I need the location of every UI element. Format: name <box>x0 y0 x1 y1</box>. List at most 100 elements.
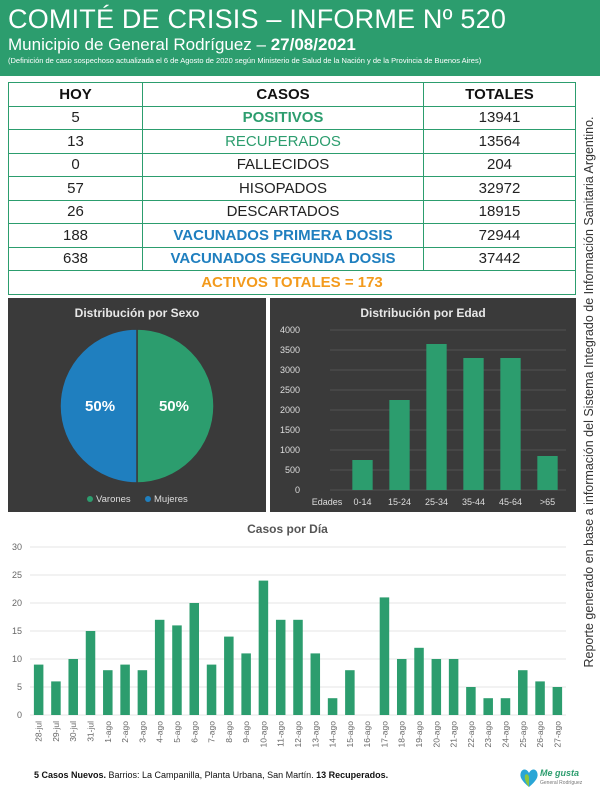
header-totales: TOTALES <box>423 82 576 107</box>
heart-logo-icon <box>520 769 538 787</box>
daily-bar-26 <box>483 698 493 715</box>
daily-xtick: 14-ago <box>328 721 338 748</box>
table-header-row: HOY CASOS TOTALES <box>8 82 576 107</box>
daily-bar-12 <box>241 653 251 715</box>
daily-xtick: 23-ago <box>483 721 493 748</box>
caso-positivos: POSITIVOS <box>142 105 424 130</box>
municipality-logo: Me gusta General Rodríguez <box>518 766 582 792</box>
age-ytick: 3000 <box>280 365 300 375</box>
caso-vacunados-segunda: VACUNADOS SEGUNDA DOSIS <box>142 246 424 271</box>
total-positivos: 13941 <box>423 105 576 130</box>
table-row-activos: ACTIVOS TOTALES = 173 <box>8 270 576 295</box>
hoy-hisopados: 57 <box>8 176 143 201</box>
daily-xtick: 3-ago <box>137 721 147 743</box>
daily-xtick: 9-ago <box>241 721 251 743</box>
daily-bar-5 <box>120 664 130 715</box>
age-chart-title: Distribución por Edad <box>360 306 486 320</box>
footer-summary: 5 Casos Nuevos. Barrios: La Campanilla, … <box>34 770 388 780</box>
total-hisopados: 32972 <box>423 176 576 201</box>
age-bar-2 <box>426 344 447 490</box>
table-row: 5 POSITIVOS 13941 <box>8 105 576 130</box>
footer-neighborhoods: Barrios: La Campanilla, Planta Urbana, S… <box>106 770 317 780</box>
caso-descartados: DESCARTADOS <box>142 199 424 224</box>
age-bar-3 <box>463 358 484 490</box>
age-xtick: 0-14 <box>353 497 371 507</box>
legend-swatch-mujeres <box>145 496 151 502</box>
daily-xtick: 13-ago <box>310 721 320 748</box>
report-header: COMITÉ DE CRISIS – INFORME Nº 520 Munici… <box>0 0 600 76</box>
age-ytick: 0 <box>295 485 300 495</box>
daily-xtick: 8-ago <box>224 721 234 743</box>
report-date: 27/08/2021 <box>270 35 356 54</box>
daily-chart-panel: Casos por Día 0 5 10 15 20 25 30 28-jul 29-jul 30… <box>0 518 575 768</box>
hoy-recuperados: 13 <box>8 129 143 154</box>
daily-xtick: 17-ago <box>379 721 389 748</box>
caso-hisopados: HISOPADOS <box>142 176 424 201</box>
daily-bar-3 <box>85 631 96 715</box>
footer-recovered: 13 Recuperados. <box>316 770 389 780</box>
pie-label-mujeres: 50% <box>85 398 115 415</box>
legend-swatch-varones <box>87 496 93 502</box>
daily-xtick: 4-ago <box>155 721 165 743</box>
daily-ytick: 30 <box>12 542 22 552</box>
table-row: 0 FALLECIDOS 204 <box>8 152 576 177</box>
report-subtitle: Municipio de General Rodríguez – 27/08/2… <box>8 34 592 56</box>
age-xtick: 35-44 <box>462 497 485 507</box>
daily-bar-11 <box>224 636 234 715</box>
hoy-fallecidos: 0 <box>8 152 143 177</box>
daily-chart-title: Casos por Día <box>247 522 328 536</box>
daily-bar-0 <box>33 664 44 715</box>
daily-ytick: 25 <box>12 570 22 580</box>
hoy-vacunados-primera: 188 <box>8 223 143 248</box>
definition-note: (Definición de caso sospechoso actualiza… <box>8 56 482 65</box>
total-fallecidos: 204 <box>423 152 576 177</box>
daily-bar-10 <box>206 664 217 715</box>
daily-xtick: 31-jul <box>86 721 96 742</box>
age-xtick: 25-34 <box>425 497 448 507</box>
daily-bar-14 <box>275 619 286 715</box>
daily-bar-18 <box>345 670 355 715</box>
table-row: 13 RECUPERADOS 13564 <box>8 129 576 154</box>
daily-bar-24 <box>448 659 459 715</box>
age-xtick: 45-64 <box>499 497 522 507</box>
daily-bar-13 <box>258 580 269 715</box>
age-ytick: 2000 <box>280 405 300 415</box>
daily-bar-7 <box>154 619 165 715</box>
daily-bar-27 <box>500 698 511 715</box>
report-title: COMITÉ DE CRISIS – INFORME Nº 520 <box>8 4 507 34</box>
logo-text: Me gusta <box>540 768 580 778</box>
daily-bar-23 <box>431 659 442 715</box>
age-bar-0 <box>352 460 373 490</box>
daily-bar-20 <box>379 597 390 715</box>
total-recuperados: 13564 <box>423 129 576 154</box>
daily-xtick: 25-ago <box>518 721 528 748</box>
daily-xtick: 10-ago <box>258 721 268 748</box>
daily-xtick: 22-ago <box>466 721 476 748</box>
daily-xtick: 26-ago <box>535 721 545 748</box>
header-hoy: HOY <box>8 82 143 107</box>
daily-xtick: 27-ago <box>552 721 562 748</box>
age-ytick: 4000 <box>280 325 300 335</box>
daily-xtick: 5-ago <box>172 721 182 743</box>
caso-recuperados: RECUPERADOS <box>142 129 424 154</box>
daily-bar-4 <box>103 670 113 715</box>
daily-xtick: 2-ago <box>120 721 130 743</box>
pie-slice-varones <box>136 328 215 484</box>
daily-ytick: 5 <box>17 682 22 692</box>
table-row: 188 VACUNADOS PRIMERA DOSIS 72944 <box>8 223 576 248</box>
age-ytick: 3500 <box>280 345 300 355</box>
header-casos: CASOS <box>142 82 424 107</box>
daily-bar-30 <box>552 687 563 715</box>
daily-bar-2 <box>68 659 78 715</box>
daily-xtick: 16-ago <box>362 721 372 748</box>
daily-xtick: 6-ago <box>189 721 199 743</box>
municipality-label: Municipio de General Rodríguez – <box>8 35 266 54</box>
daily-xtick: 11-ago <box>276 721 286 747</box>
sex-pie-chart: 50% 50% Varones Mujeres <box>59 328 215 505</box>
age-xtick: 15-24 <box>388 497 411 507</box>
age-chart-panel: Distribución por Edad 0 500 1000 1500 2000 25… <box>270 298 576 512</box>
daily-bar-25 <box>466 687 476 715</box>
source-note: Reporte generado en base a información d… <box>578 92 600 692</box>
daily-xtick: 7-ago <box>207 721 217 743</box>
table-row: 26 DESCARTADOS 18915 <box>8 199 576 224</box>
